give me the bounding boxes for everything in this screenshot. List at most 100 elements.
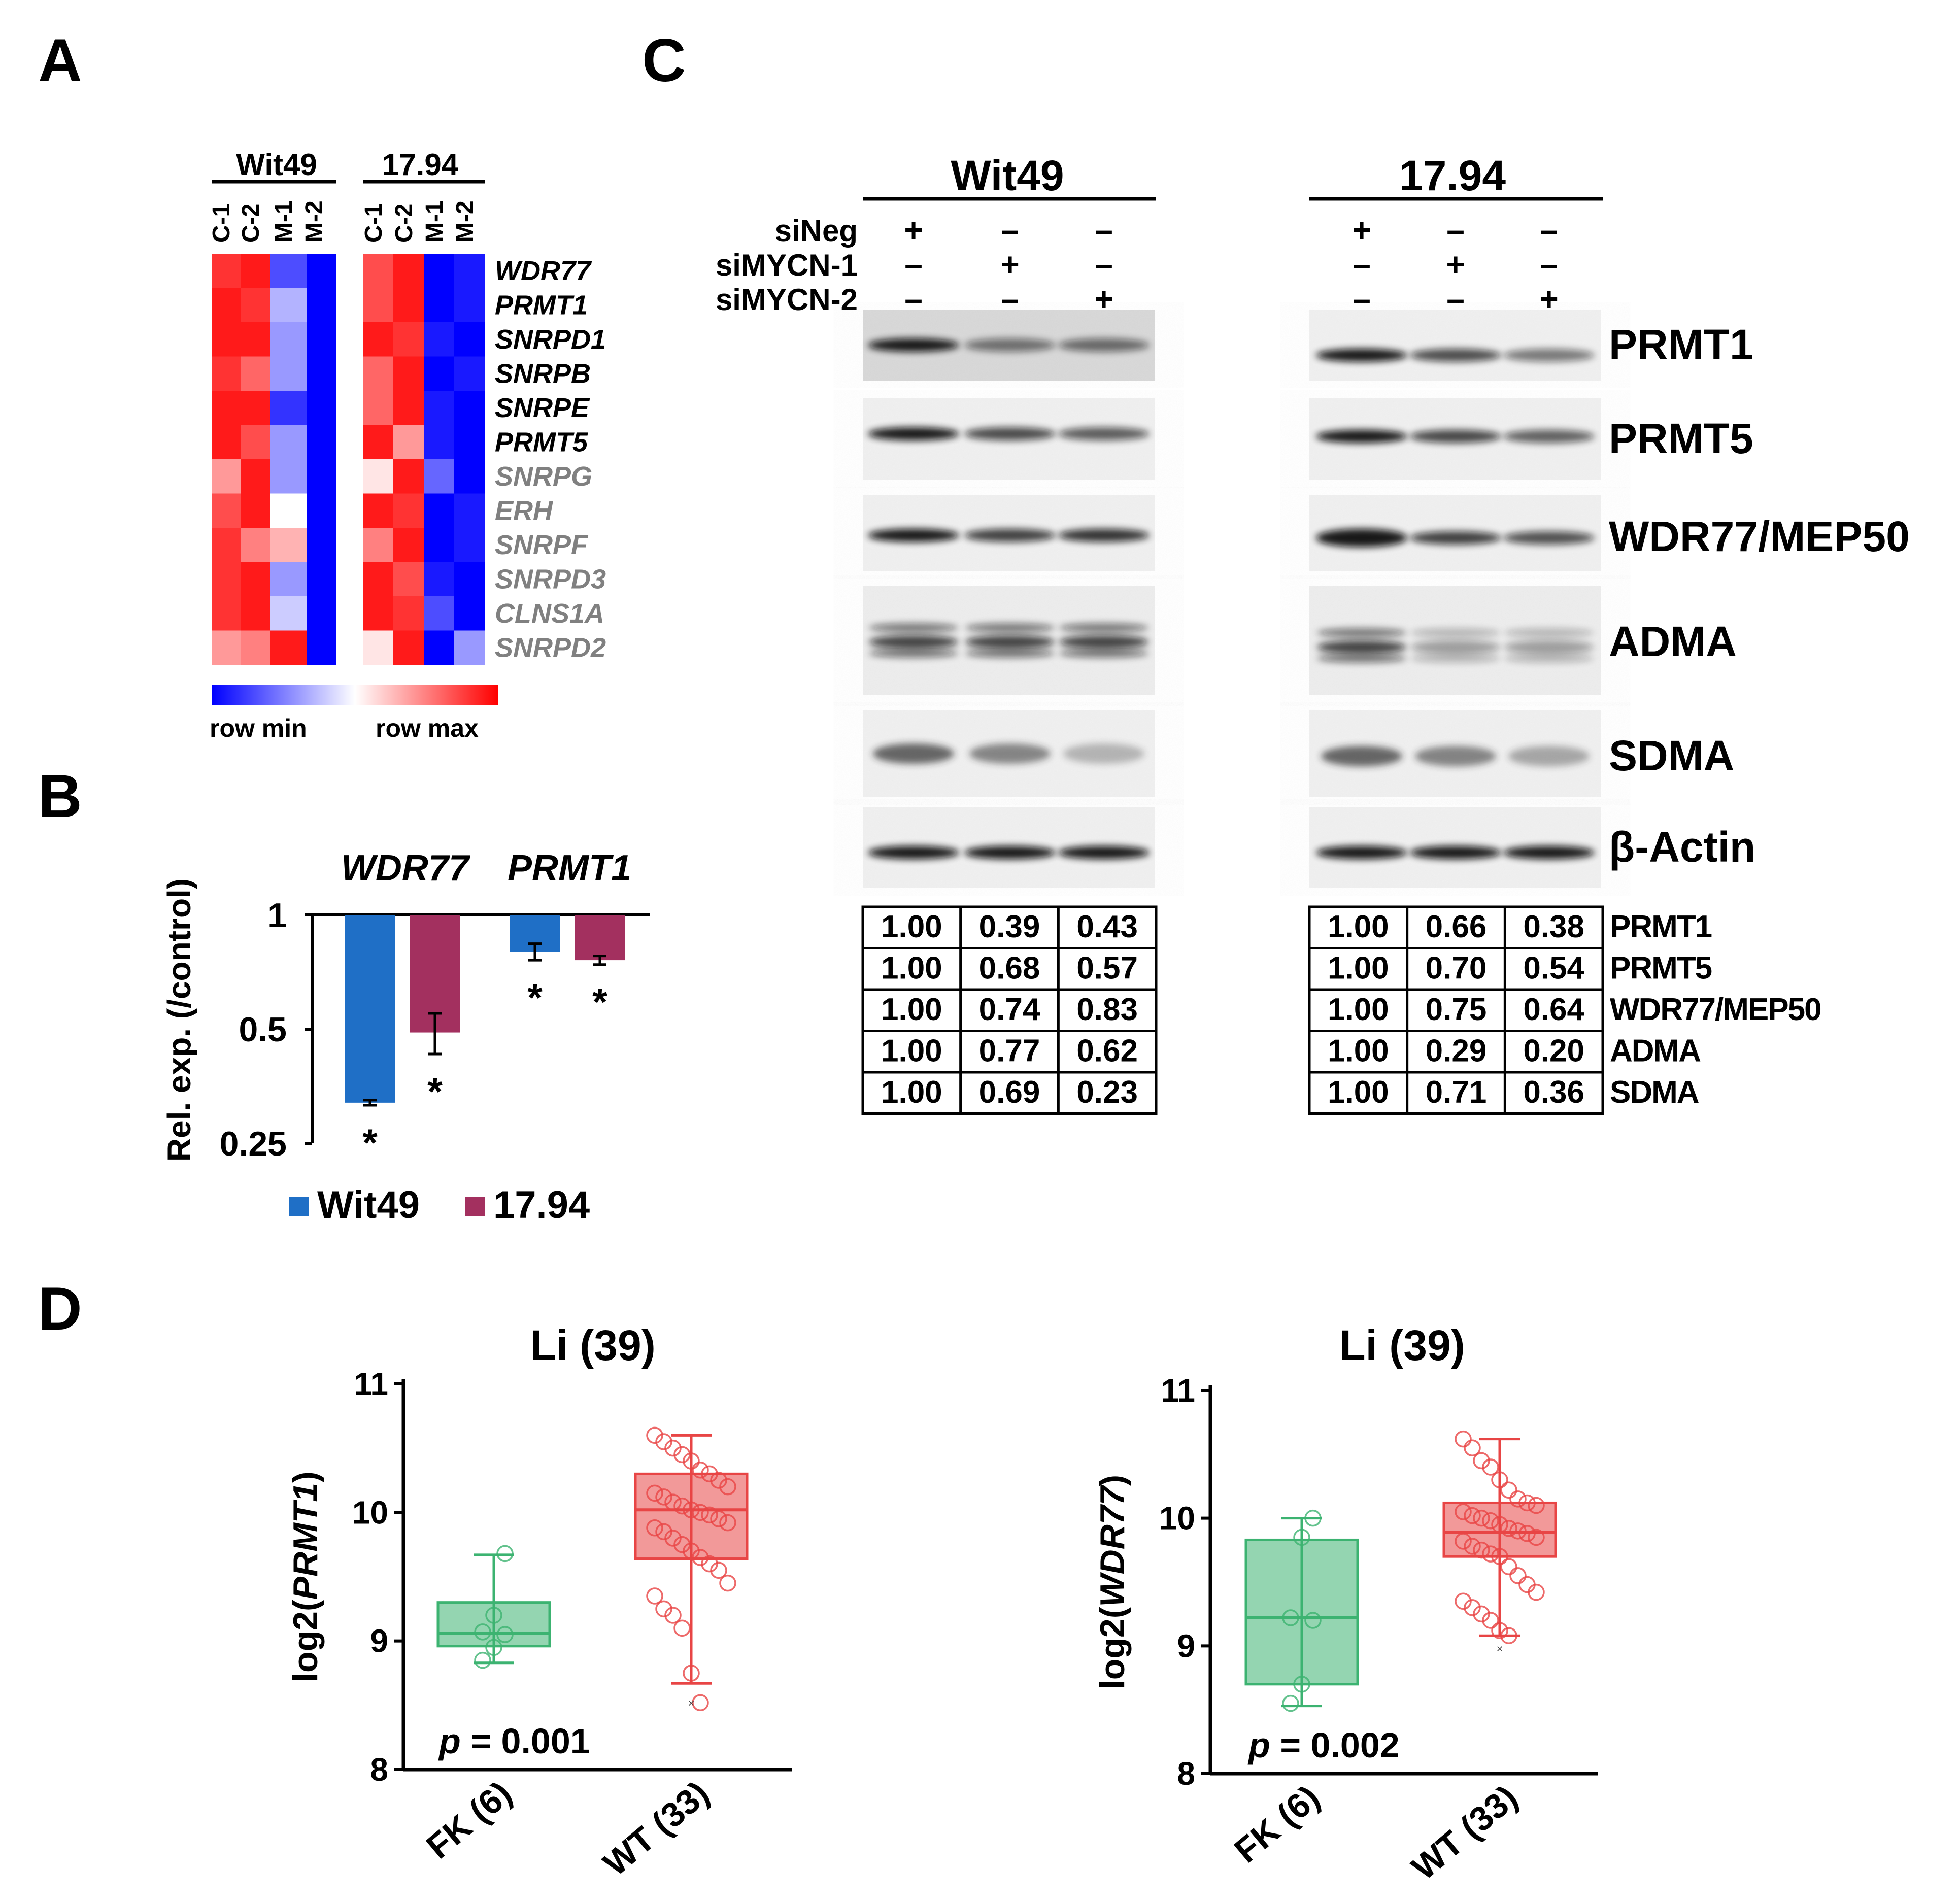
boxplot-point bbox=[1482, 1612, 1499, 1629]
blot-band bbox=[868, 529, 959, 542]
heatmap-cell bbox=[212, 459, 242, 494]
boxplot-point bbox=[485, 1607, 502, 1624]
heatmap-cell bbox=[363, 288, 394, 323]
boxplot-point bbox=[719, 1574, 736, 1592]
heatmap-cell bbox=[307, 356, 336, 391]
heatmap-cell bbox=[393, 459, 424, 494]
blot-band bbox=[964, 427, 1056, 440]
heatmap-cell bbox=[270, 596, 308, 631]
boxplot-point bbox=[683, 1452, 700, 1470]
heatmap-cell bbox=[270, 288, 308, 323]
blot-band bbox=[969, 743, 1051, 764]
boxplot-point bbox=[1455, 1592, 1472, 1610]
boxplot-category-label: WT (33) bbox=[1405, 1778, 1525, 1887]
boxplot-point bbox=[1500, 1558, 1517, 1576]
quant-table-cell: 1.00 bbox=[1328, 1075, 1389, 1110]
bar-y-tick-label: 0.5 bbox=[239, 1010, 287, 1049]
heatmap-cell bbox=[241, 391, 271, 425]
boxplot-point bbox=[701, 1465, 718, 1483]
boxplot-point bbox=[673, 1446, 691, 1464]
boxplot-point bbox=[710, 1561, 727, 1579]
boxplot-point bbox=[1500, 1481, 1517, 1499]
heatmap-cell bbox=[270, 459, 308, 494]
quant-table-cell: 0.66 bbox=[1426, 909, 1487, 944]
heatmap-cell bbox=[307, 288, 336, 323]
legend-label-1794: 17.94 bbox=[493, 1183, 590, 1227]
heatmap-cell bbox=[212, 630, 242, 665]
heatmap-cell bbox=[212, 596, 242, 631]
boxplot-box-FK (6) bbox=[1244, 1538, 1359, 1686]
heatmap-cell bbox=[424, 596, 455, 631]
bar-y-tick-label: 1 bbox=[267, 896, 287, 935]
heatmap-gene-label: CLNS1A bbox=[495, 598, 604, 629]
treatment-mark: + bbox=[1446, 246, 1465, 283]
treatment-label: siMYCN-1 bbox=[716, 248, 858, 282]
heatmap-cell bbox=[424, 322, 455, 357]
legend-label-wit49: Wit49 bbox=[317, 1183, 420, 1227]
boxplot-point bbox=[474, 1623, 491, 1641]
boxplot-point bbox=[1509, 1522, 1527, 1540]
heatmap-cell bbox=[212, 493, 242, 528]
quant-table-cell: 1.00 bbox=[881, 1075, 942, 1110]
quant-table-cell: 1.00 bbox=[881, 951, 942, 986]
boxplot-box-FK (6) bbox=[436, 1601, 551, 1648]
quant-table-cell: 0.39 bbox=[979, 909, 1040, 944]
blot-band bbox=[1415, 746, 1496, 766]
heatmap-cell bbox=[307, 562, 336, 597]
boxplot-y-tick-label: 8 bbox=[370, 1751, 388, 1788]
quant-row-label: PRMT1 bbox=[1610, 909, 1712, 944]
protein-label: WDR77/MEP50 bbox=[1609, 513, 1910, 560]
boxplot-outlier-mark: × bbox=[1497, 1642, 1503, 1655]
heatmap-cell bbox=[454, 630, 485, 665]
boxplot-point bbox=[1491, 1622, 1508, 1639]
boxplot-point bbox=[692, 1461, 709, 1479]
significance-star: * bbox=[527, 976, 543, 1020]
heatmap-gene-label: SNRPB bbox=[495, 359, 591, 389]
panel-label-a: A bbox=[38, 26, 82, 94]
boxplot-point bbox=[719, 1514, 736, 1532]
blot-band bbox=[1503, 846, 1595, 859]
blot-band bbox=[868, 427, 959, 440]
blot-band bbox=[868, 846, 959, 859]
quant-table-cell: 0.77 bbox=[979, 1034, 1040, 1069]
boxplot-point bbox=[1491, 1548, 1508, 1565]
boxplot-point bbox=[1473, 1509, 1490, 1527]
blot-band bbox=[964, 338, 1056, 352]
blot-band bbox=[1503, 430, 1595, 443]
blot-band bbox=[1059, 635, 1148, 649]
quant-table-cell: 0.54 bbox=[1523, 951, 1584, 986]
boxplot-box-WT (33) bbox=[634, 1472, 749, 1560]
heatmap-cell bbox=[241, 630, 271, 665]
boxplot-title: Li (39) bbox=[1339, 1321, 1465, 1369]
heatmap-cell bbox=[454, 528, 485, 562]
boxplot-point bbox=[1509, 1567, 1527, 1584]
heatmap-cell bbox=[363, 630, 394, 665]
treatment-mark: + bbox=[1352, 212, 1371, 248]
boxplot-point bbox=[664, 1530, 682, 1547]
heatmap-cell bbox=[363, 254, 394, 288]
quant-table-cell: 0.62 bbox=[1076, 1034, 1138, 1069]
quant-table-border bbox=[1308, 905, 1604, 1115]
quant-table-cell: 0.57 bbox=[1076, 951, 1138, 986]
treatment-label: siMYCN-2 bbox=[716, 283, 858, 317]
quant-table-cell: 1.00 bbox=[881, 992, 942, 1027]
heatmap-gene-label: SNRPG bbox=[495, 461, 592, 492]
heatmap-cell bbox=[454, 562, 485, 597]
boxplot-point bbox=[692, 1549, 709, 1566]
boxplot-point bbox=[1464, 1507, 1481, 1524]
blot-band bbox=[869, 649, 958, 658]
heatmap-cell bbox=[307, 493, 336, 528]
heatmap-cell bbox=[241, 493, 271, 528]
boxplot-point bbox=[1293, 1676, 1310, 1693]
blot-band bbox=[1504, 628, 1594, 637]
heatmap-group-title-1794: 17.94 bbox=[382, 148, 459, 182]
boxplot-point bbox=[1455, 1430, 1472, 1448]
boxplot-point bbox=[1473, 1541, 1490, 1559]
treatment-mark: – bbox=[1095, 212, 1113, 248]
heatmap-cell bbox=[241, 459, 271, 494]
boxplot-point bbox=[1464, 1538, 1481, 1555]
quant-table-cell: 0.70 bbox=[1426, 951, 1487, 986]
heatmap-cell bbox=[424, 254, 455, 288]
panel-b-bar-chart: Rel. exp. (/control) WDR77 PRMT1 1 0.5 0.2… bbox=[161, 848, 650, 1227]
